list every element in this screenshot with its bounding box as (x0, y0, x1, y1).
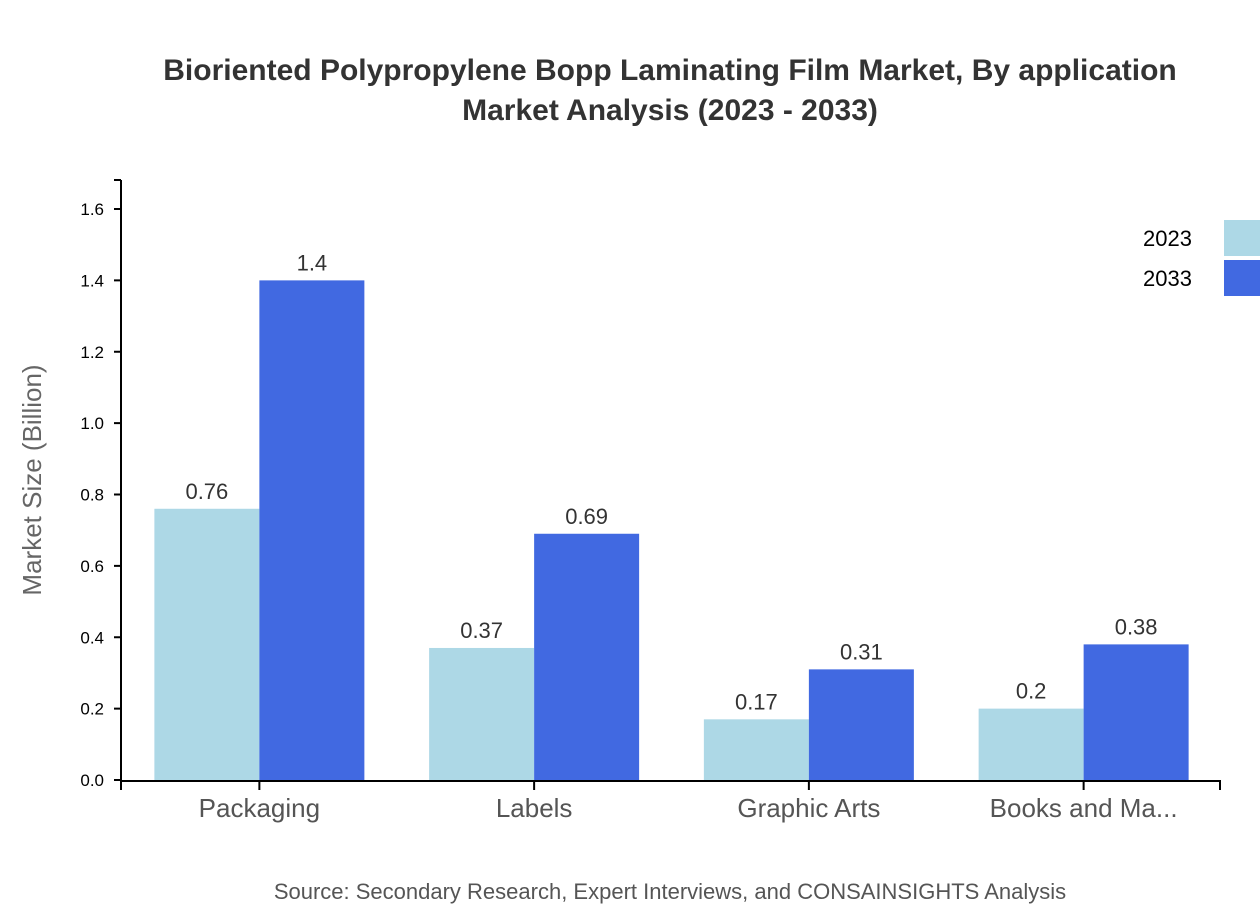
y-tick-label: 1.6 (80, 200, 104, 219)
y-tick-label: 0.2 (80, 700, 104, 719)
legend-item-2023[interactable]: 2023 (1143, 220, 1260, 256)
bar-value-label: 0.31 (840, 639, 883, 664)
source-note: Source: Secondary Research, Expert Inter… (274, 879, 1066, 904)
x-tick-label: Labels (496, 793, 573, 823)
bar-value-label: 0.76 (185, 479, 228, 504)
legend-swatch (1224, 260, 1260, 296)
y-tick-label: 0.6 (80, 557, 104, 576)
legend-item-2033[interactable]: 2033 (1143, 260, 1260, 296)
y-tick-label: 0.0 (80, 771, 104, 790)
bars: 0.76 1.4 0.37 0.69 0.17 0.31 0.2 0.38 (154, 250, 1189, 780)
y-axis-label: Market Size (Billion) (17, 364, 47, 595)
bar-value-label: 0.2 (1016, 679, 1047, 704)
x-tick-label: Books and Ma... (990, 793, 1178, 823)
y-tick-label: 0.8 (80, 486, 104, 505)
y-tick-label: 0.4 (80, 628, 104, 647)
y-axis: 0.0 0.2 0.4 0.6 0.8 1.0 1.2 1.4 1.6 (80, 179, 122, 790)
bar-value-label: 1.4 (297, 250, 328, 275)
chart-title: Bioriented Polypropylene Bopp Laminating… (163, 54, 1176, 127)
legend-label: 2033 (1143, 266, 1192, 291)
bar-group: 0.76 1.4 (154, 250, 365, 780)
y-tick-label: 1.2 (80, 343, 104, 362)
x-tick-label: Graphic Arts (737, 793, 880, 823)
chart-title-line-2: Market Analysis (2023 - 2033) (462, 94, 878, 127)
bar-2023[interactable] (429, 647, 535, 780)
legend-swatch (1224, 220, 1260, 256)
bar-2033[interactable] (808, 669, 914, 780)
legend: 2023 2033 (1143, 220, 1260, 296)
bar-group: 0.37 0.69 (429, 504, 640, 780)
bar-2023[interactable] (978, 708, 1084, 780)
bar-2033[interactable] (259, 280, 365, 780)
x-tick-label: Packaging (199, 793, 320, 823)
legend-label: 2023 (1143, 226, 1192, 251)
bar-value-label: 0.37 (460, 618, 503, 643)
y-tick-label: 1.4 (80, 271, 104, 290)
bar-2023[interactable] (154, 508, 260, 780)
bar-group: 0.17 0.31 (703, 639, 914, 780)
bar-value-label: 0.17 (735, 689, 778, 714)
bar-value-label: 0.69 (565, 504, 608, 529)
chart-title-line-1: Bioriented Polypropylene Bopp Laminating… (163, 54, 1176, 87)
x-axis: Packaging Labels Graphic Arts Books and Ma.… (120, 780, 1221, 823)
bar-2023[interactable] (703, 719, 809, 780)
bar-2033[interactable] (534, 533, 640, 780)
bar-2033[interactable] (1083, 644, 1189, 780)
bar-group: 0.2 0.38 (978, 614, 1189, 780)
bar-value-label: 0.38 (1115, 614, 1158, 639)
y-tick-label: 1.0 (80, 414, 104, 433)
